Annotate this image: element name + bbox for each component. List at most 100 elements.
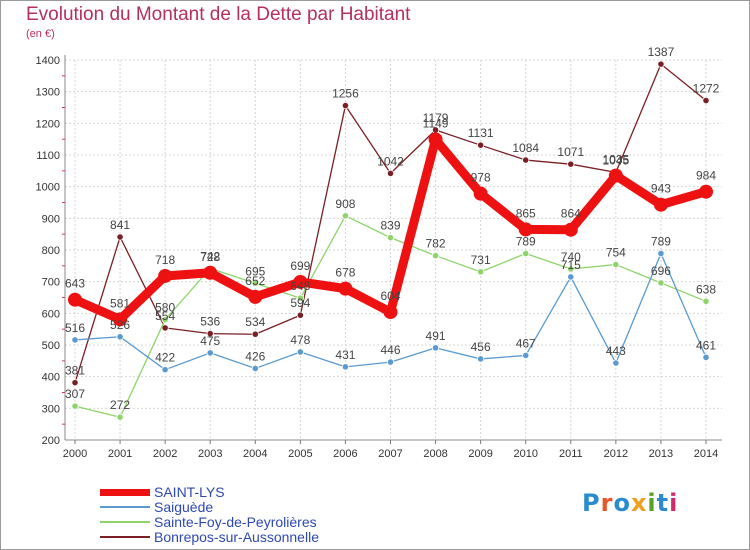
data-label-bonrepos-sur-aussonnelle: 1256 bbox=[332, 87, 359, 101]
data-point-saiguede bbox=[477, 355, 485, 363]
data-point-saint-lys bbox=[383, 305, 398, 320]
data-label-saiguede: 456 bbox=[471, 340, 491, 354]
data-point-saint-lys bbox=[248, 289, 263, 304]
data-label-saiguede: 516 bbox=[65, 321, 85, 335]
logo-letter: i bbox=[647, 489, 657, 517]
x-tick-label: 2008 bbox=[423, 448, 447, 460]
legend-label: Bonrepos-sur-Aussonnelle bbox=[154, 529, 319, 545]
logo-letter: r bbox=[600, 489, 614, 517]
data-point-saint-lys bbox=[203, 265, 218, 280]
data-point-saiguede bbox=[702, 353, 710, 361]
data-point-saiguede bbox=[431, 344, 440, 352]
data-label-bonrepos-sur-aussonnelle: 594 bbox=[290, 296, 310, 310]
data-point-saiguede bbox=[567, 273, 575, 281]
data-label-sainte-foy-de-peyrolieres: 740 bbox=[561, 250, 581, 264]
data-label-sainte-foy-de-peyrolieres: 695 bbox=[245, 264, 265, 278]
data-label-bonrepos-sur-aussonnelle: 554 bbox=[155, 309, 175, 323]
data-label-sainte-foy-de-peyrolieres: 648 bbox=[290, 279, 310, 293]
logo-letter: P bbox=[582, 489, 601, 517]
data-label-saiguede: 478 bbox=[290, 333, 310, 347]
data-label-saint-lys: 699 bbox=[290, 259, 310, 273]
data-label-saiguede: 467 bbox=[516, 336, 536, 350]
y-tick-label: 300 bbox=[42, 403, 60, 415]
data-point-bonrepos-sur-aussonnelle bbox=[386, 169, 395, 177]
data-label-saint-lys: 978 bbox=[471, 171, 491, 185]
data-label-sainte-foy-de-peyrolieres: 307 bbox=[65, 387, 85, 401]
data-point-bonrepos-sur-aussonnelle bbox=[71, 379, 79, 387]
data-label-bonrepos-sur-aussonnelle: 1179 bbox=[423, 111, 449, 125]
x-tick-label: 2007 bbox=[378, 448, 402, 460]
y-tick-label: 1400 bbox=[36, 55, 60, 67]
data-point-bonrepos-sur-aussonnelle bbox=[702, 96, 710, 105]
chart-title: Evolution du Montant de la Dette par Hab… bbox=[26, 4, 411, 25]
data-labels: 381 841 554 536 534 594 1256 1042 1179 1131 1084 10… bbox=[65, 45, 720, 412]
data-label-bonrepos-sur-aussonnelle: 1131 bbox=[468, 126, 494, 140]
logo-letter: i bbox=[669, 489, 679, 517]
data-point-saint-lys bbox=[699, 184, 713, 199]
y-tick-label: 700 bbox=[42, 277, 60, 289]
data-point-sainte-foy-de-peyrolieres bbox=[612, 260, 620, 269]
legend-label: Saiguède bbox=[154, 499, 214, 515]
y-tick-label: 400 bbox=[42, 372, 60, 384]
data-point-saint-lys bbox=[563, 222, 578, 237]
data-point-saiguede bbox=[522, 351, 530, 360]
data-label-sainte-foy-de-peyrolieres: 742 bbox=[200, 249, 220, 263]
data-label-sainte-foy-de-peyrolieres: 638 bbox=[696, 282, 716, 296]
grid-lines bbox=[65, 59, 722, 441]
legend-swatch bbox=[100, 506, 150, 508]
data-point-saiguede bbox=[296, 348, 304, 356]
data-label-saiguede: 426 bbox=[245, 349, 265, 363]
x-tick-label: 2011 bbox=[559, 448, 583, 460]
data-label-bonrepos-sur-aussonnelle: 1071 bbox=[557, 145, 584, 159]
y-tick-label: 200 bbox=[42, 435, 60, 447]
line-chart: 200 300 400 500 600 700 800 900 1000 1100 1200 1300… bbox=[36, 45, 722, 460]
data-label-sainte-foy-de-peyrolieres: 754 bbox=[606, 246, 626, 260]
data-point-sainte-foy-de-peyrolieres bbox=[116, 413, 124, 421]
legend-swatch bbox=[100, 521, 150, 523]
data-point-saint-lys bbox=[653, 197, 668, 212]
data-label-sainte-foy-de-peyrolieres: 908 bbox=[335, 197, 355, 211]
data-point-sainte-foy-de-peyrolieres bbox=[522, 249, 530, 258]
series-layer bbox=[68, 60, 713, 421]
data-label-saint-lys: 678 bbox=[335, 266, 355, 280]
data-label-bonrepos-sur-aussonnelle: 841 bbox=[110, 218, 130, 232]
data-label-saint-lys: 1149 bbox=[423, 116, 449, 130]
data-label-saint-lys: 581 bbox=[110, 296, 130, 310]
data-label-saiguede: 431 bbox=[335, 348, 355, 362]
legend-label: Sainte-Foy-de-Peyrolières bbox=[154, 514, 317, 530]
data-point-sainte-foy-de-peyrolieres bbox=[251, 279, 259, 287]
data-point-bonrepos-sur-aussonnelle bbox=[341, 102, 350, 110]
data-point-saint-lys bbox=[338, 281, 353, 296]
data-label-sainte-foy-de-peyrolieres: 839 bbox=[380, 219, 400, 233]
data-point-saiguede bbox=[161, 366, 169, 374]
data-label-saiguede: 491 bbox=[426, 329, 446, 343]
data-point-saiguede bbox=[116, 333, 124, 341]
data-point-bonrepos-sur-aussonnelle bbox=[657, 60, 665, 68]
data-point-saint-lys bbox=[293, 274, 308, 289]
data-point-saint-lys bbox=[428, 132, 443, 147]
y-tick-label: 500 bbox=[42, 340, 60, 352]
x-tick-label: 2004 bbox=[243, 448, 267, 460]
chart-unit-label: (en €) bbox=[26, 28, 55, 40]
data-label-sainte-foy-de-peyrolieres: 696 bbox=[651, 264, 671, 278]
data-point-saiguede bbox=[657, 249, 665, 258]
x-tick-label: 2006 bbox=[333, 448, 357, 460]
data-label-saiguede: 475 bbox=[200, 334, 220, 348]
x-tick-label: 2001 bbox=[108, 448, 132, 460]
data-label-sainte-foy-de-peyrolieres: 789 bbox=[516, 234, 536, 248]
data-label-saint-lys: 943 bbox=[651, 182, 671, 196]
data-label-bonrepos-sur-aussonnelle: 381 bbox=[65, 364, 85, 378]
data-point-bonrepos-sur-aussonnelle bbox=[116, 233, 124, 241]
data-point-bonrepos-sur-aussonnelle bbox=[251, 330, 259, 338]
data-point-sainte-foy-de-peyrolieres bbox=[477, 268, 485, 276]
data-label-saiguede: 461 bbox=[696, 338, 716, 352]
data-label-saint-lys: 604 bbox=[380, 289, 400, 303]
data-label-bonrepos-sur-aussonnelle: 534 bbox=[245, 315, 265, 329]
data-point-saint-lys bbox=[158, 268, 173, 283]
legend-swatch bbox=[100, 488, 150, 496]
data-label-saiguede: 789 bbox=[651, 234, 671, 248]
axes: 200 300 400 500 600 700 800 900 1000 1100 1200 1300… bbox=[36, 55, 722, 460]
legend-swatch bbox=[100, 536, 150, 538]
legend-label: SAINT-LYS bbox=[154, 484, 225, 500]
data-point-sainte-foy-de-peyrolieres bbox=[431, 252, 440, 260]
